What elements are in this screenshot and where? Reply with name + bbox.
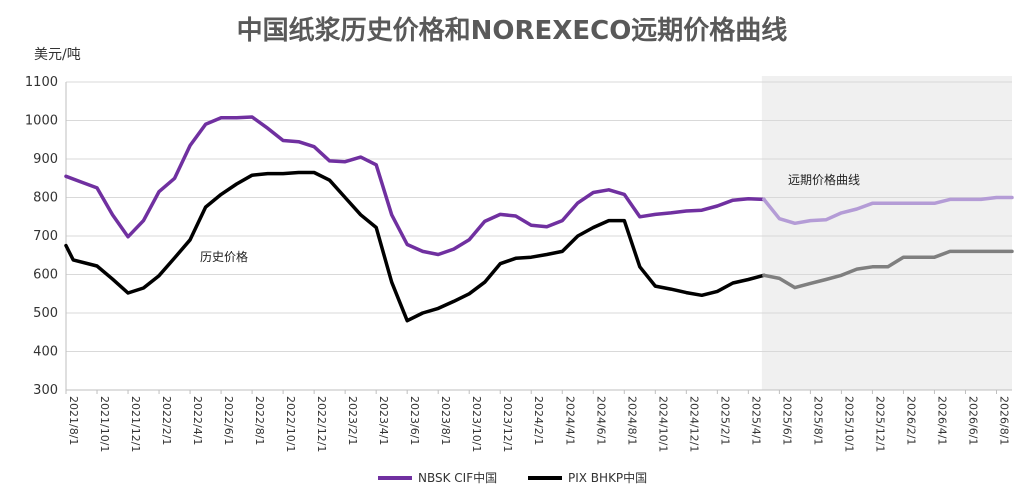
annotations: 历史价格 远期价格曲线 <box>200 172 860 264</box>
x-tick-label-13: 2023/10/1 <box>470 396 483 452</box>
y-axis-ticks: 300 400 500 600 700 800 900 1000 1100 <box>25 75 58 398</box>
x-tick-label-12: 2023/8/1 <box>439 396 452 445</box>
x-tick-label-2: 2021/12/1 <box>129 396 142 452</box>
y-tick-label-1100: 1100 <box>25 75 58 90</box>
series-line-forward-0 <box>762 195 1014 226</box>
x-tick-label-0: 2021/8/1 <box>67 396 80 445</box>
forward-region-rect <box>761 76 1012 390</box>
x-tick-label-4: 2022/4/1 <box>191 396 204 445</box>
y-tick-label-1000: 1000 <box>25 114 58 129</box>
x-tick-label-16: 2024/4/1 <box>563 396 576 445</box>
legend-item-nbsk: NBSK CIF中国 <box>378 469 497 486</box>
legend-label-pix: PIX BHKP中国 <box>568 471 648 485</box>
x-tick-label-18: 2024/8/1 <box>625 396 638 445</box>
x-tick-label-7: 2022/10/1 <box>284 396 297 452</box>
x-tick-label-10: 2023/4/1 <box>377 396 390 445</box>
x-tick-label-24: 2025/8/1 <box>811 396 824 445</box>
series-lines <box>64 115 1014 323</box>
x-tick-label-26: 2025/12/1 <box>873 396 886 452</box>
y-tick-label-400: 400 <box>33 345 58 360</box>
y-tick-label-600: 600 <box>33 268 58 283</box>
y-tick-label-900: 900 <box>33 152 58 167</box>
y-tick-label-800: 800 <box>33 191 58 206</box>
y-tick-label-700: 700 <box>33 229 58 244</box>
x-tick-label-1: 2021/10/1 <box>98 396 111 452</box>
x-tick-label-6: 2022/8/1 <box>253 396 266 445</box>
x-tick-label-25: 2025/10/1 <box>842 396 855 452</box>
x-axis-ticks: 2021/8/1 2021/10/1 2021/12/1 2022/2/1 2022/4… <box>65 390 1010 452</box>
x-tick-label-20: 2024/12/1 <box>687 396 700 452</box>
x-tick-label-22: 2025/4/1 <box>749 396 762 445</box>
forward-period-background <box>761 76 1012 390</box>
x-tick-label-28: 2026/4/1 <box>935 396 948 445</box>
x-tick-label-8: 2022/12/1 <box>315 396 328 452</box>
x-tick-label-11: 2023/6/1 <box>408 396 421 445</box>
y-tick-label-500: 500 <box>33 306 58 321</box>
gridlines <box>65 81 1012 391</box>
legend-item-pix: PIX BHKP中国 <box>528 469 647 486</box>
series-line-forward-1 <box>762 249 1014 290</box>
x-tick-label-23: 2025/6/1 <box>780 396 793 445</box>
x-tick-label-29: 2026/6/1 <box>966 396 979 445</box>
x-tick-label-30: 2026/8/1 <box>997 396 1010 445</box>
x-tick-label-21: 2025/2/1 <box>718 396 731 445</box>
y-tick-label-300: 300 <box>33 383 58 398</box>
annotation-historical: 历史价格 <box>200 249 248 264</box>
x-tick-label-14: 2023/12/1 <box>501 396 514 452</box>
series-line-historical-1 <box>64 170 766 323</box>
x-tick-label-15: 2024/2/1 <box>532 396 545 445</box>
x-tick-label-9: 2023/2/1 <box>346 396 359 445</box>
legend-swatch-pix <box>528 475 562 480</box>
x-tick-label-3: 2022/2/1 <box>160 396 173 445</box>
annotation-forward: 远期价格曲线 <box>788 172 860 187</box>
chart-title: 中国纸浆历史价格和NOREXECO远期价格曲线 <box>236 16 788 46</box>
x-tick-label-5: 2022/6/1 <box>222 396 235 445</box>
series-line-historical-0 <box>64 115 766 257</box>
y-axis-unit-label: 美元/吨 <box>34 47 81 63</box>
x-tick-label-17: 2024/6/1 <box>594 396 607 445</box>
legend-label-nbsk: NBSK CIF中国 <box>418 471 498 485</box>
x-tick-label-19: 2024/10/1 <box>656 396 669 452</box>
legend-swatch-nbsk <box>378 475 412 480</box>
x-tick-label-27: 2026/2/1 <box>904 396 917 445</box>
